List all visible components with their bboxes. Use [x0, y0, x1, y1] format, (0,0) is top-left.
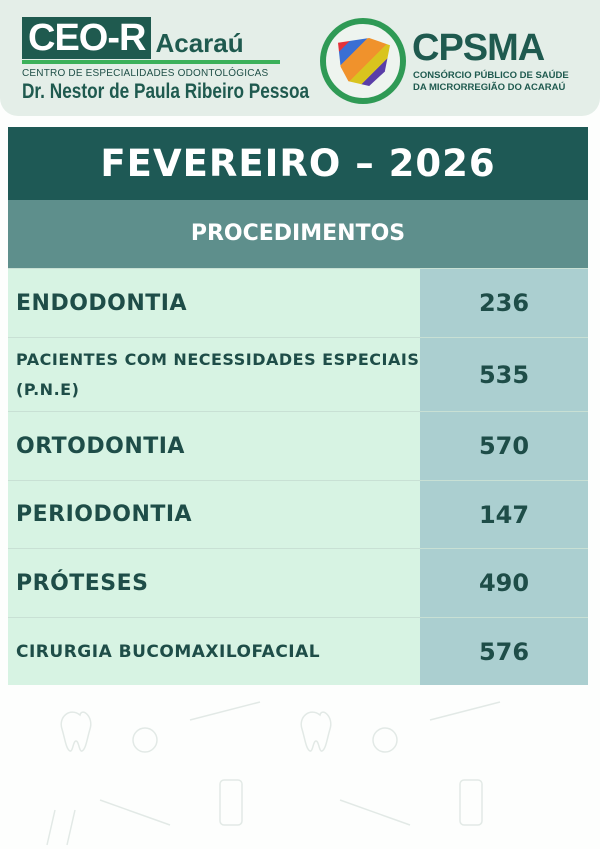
cpsma-line2: DA MICRORREGIÃO DO ACARAÚ	[413, 82, 566, 93]
cpsma-wordmark: CPSMA	[412, 27, 545, 69]
row-value: 236	[420, 269, 588, 337]
row-value: 570	[420, 412, 588, 480]
row-value: 147	[420, 481, 588, 548]
row-label: ORTODONTIA	[8, 412, 420, 480]
dental-pattern-background	[46, 701, 501, 846]
row-value: 535	[420, 338, 588, 411]
toothpaste-icon	[219, 779, 243, 826]
tooth-icon	[300, 711, 332, 752]
row-label: CIRURGIA BUCOMAXILOFACIAL	[8, 618, 420, 685]
ceo-name: Dr. Nestor de Paula Ribeiro Pessoa	[22, 80, 310, 103]
table-row: ENDODONTIA 236	[8, 268, 588, 337]
table-row: ORTODONTIA 570	[8, 411, 588, 480]
floss-icon	[132, 727, 158, 753]
cpsma-line1: CONSÓRCIO PÚBLICO DE SAÚDE	[413, 70, 569, 81]
cpsma-map-icon	[320, 18, 406, 104]
implant-icon	[46, 809, 76, 846]
ceo-subtitle: CENTRO DE ESPECIALIDADES ODONTOLÓGICAS	[22, 68, 269, 79]
row-value: 490	[420, 549, 588, 617]
ceo-city: Acaraú	[155, 28, 244, 58]
table-row: PRÓTESES 490	[8, 548, 588, 617]
row-label: PERIODONTIA	[8, 481, 420, 548]
table-row: PACIENTES COM NECESSIDADES ESPECIAIS (P.…	[8, 337, 588, 411]
row-label: PRÓTESES	[8, 549, 420, 617]
header-banner: CEO-R Acaraú CENTRO DE ESPECIALIDADES ODO…	[0, 0, 600, 116]
row-value: 576	[420, 618, 588, 685]
tooth-icon	[60, 711, 92, 752]
divider	[22, 60, 280, 64]
row-label: ENDODONTIA	[8, 269, 420, 337]
ceo-r-wordmark: CEO-R	[22, 17, 152, 59]
toothbrush-icon	[189, 701, 261, 721]
table-title: FEVEREIRO – 2026	[8, 127, 588, 200]
procedures-table: FEVEREIRO – 2026 PROCEDIMENTOS ENDODONTI…	[8, 127, 588, 685]
cpsma-subtitle: CONSÓRCIO PÚBLICO DE SAÚDE DA MICRORREGI…	[413, 70, 569, 94]
table-row: PERIODONTIA 147	[8, 480, 588, 548]
row-label: PACIENTES COM NECESSIDADES ESPECIAIS (P.…	[8, 338, 420, 411]
table-row: CIRURGIA BUCOMAXILOFACIAL 576	[8, 617, 588, 685]
map-icon	[338, 38, 390, 86]
ceo-r-logo: CEO-R Acaraú CENTRO DE ESPECIALIDADES ODO…	[22, 17, 372, 104]
column-header: PROCEDIMENTOS	[8, 200, 588, 268]
